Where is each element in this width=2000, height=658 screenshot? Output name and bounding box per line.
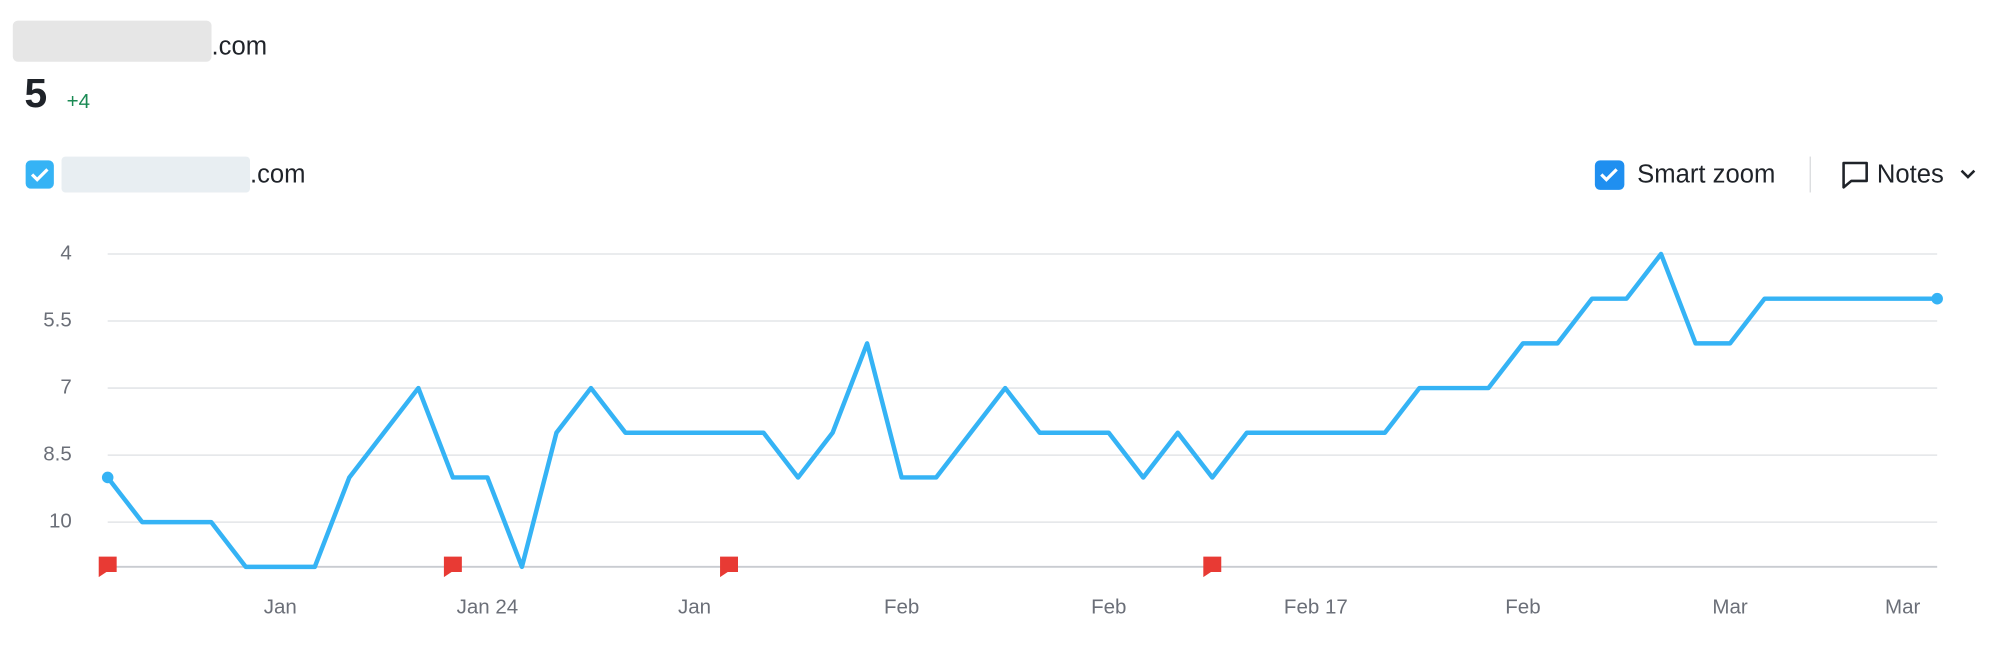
y-tick-label: 4 bbox=[60, 241, 71, 264]
y-tick-label: 5.5 bbox=[43, 308, 71, 331]
x-tick-label: Feb bbox=[1091, 595, 1126, 618]
notes-label: Notes bbox=[1877, 161, 1944, 189]
x-tick-label: Jan bbox=[678, 595, 711, 618]
note-flag bbox=[720, 556, 739, 578]
y-tick-label: 8.5 bbox=[43, 443, 71, 466]
blurred-domain bbox=[12, 20, 212, 62]
position: 5 bbox=[24, 70, 47, 116]
x-tick-label: Jan bbox=[264, 595, 297, 618]
x-tick-label: Jan 24 bbox=[457, 595, 519, 618]
notes-icon bbox=[1842, 161, 1868, 189]
series-line bbox=[105, 251, 1938, 570]
check-icon bbox=[30, 168, 49, 182]
chevron bbox=[1960, 169, 1976, 179]
x-tick-label: Mar bbox=[1885, 595, 1920, 618]
x-tick-label: Mar bbox=[1712, 595, 1747, 618]
y-tick-label: 10 bbox=[49, 510, 72, 533]
start-point bbox=[101, 471, 114, 484]
smart-zoom-label: Smart zoom bbox=[1637, 161, 1775, 189]
checkbox[interactable] bbox=[25, 160, 54, 189]
domain: .com bbox=[212, 32, 268, 60]
check-icon bbox=[1600, 168, 1618, 182]
legend-label: .com bbox=[250, 161, 306, 189]
y-tick-label: 7 bbox=[60, 375, 71, 398]
x-tick-label: Feb bbox=[1505, 595, 1540, 618]
end-point bbox=[1931, 292, 1943, 305]
x-tick-label: Feb 17 bbox=[1284, 595, 1348, 618]
position-change: +4 bbox=[67, 90, 90, 113]
notes-button[interactable]: Notes bbox=[1842, 161, 1976, 189]
blurred-domain bbox=[61, 156, 251, 193]
note-flag bbox=[1203, 556, 1222, 578]
note-flag bbox=[98, 556, 117, 578]
note-flag bbox=[443, 556, 462, 578]
smart-zoom[interactable]: Smart zoom bbox=[1594, 160, 1775, 190]
legend-item[interactable]: .com bbox=[25, 156, 306, 193]
x-tick-label: Feb bbox=[884, 595, 919, 618]
